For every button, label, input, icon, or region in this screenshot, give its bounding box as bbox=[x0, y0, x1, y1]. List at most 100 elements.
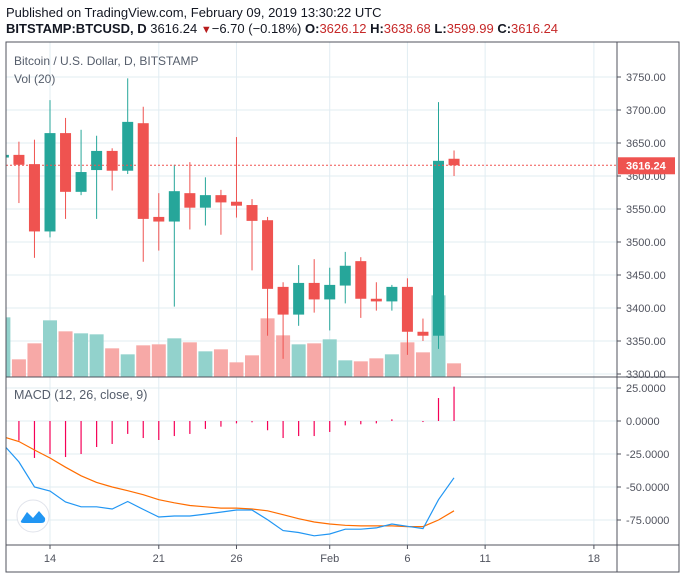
volume-bar bbox=[229, 362, 244, 377]
candle-body bbox=[28, 164, 40, 232]
logo-shape bbox=[20, 511, 46, 523]
volume-bar bbox=[167, 338, 182, 377]
candle-body bbox=[106, 150, 118, 171]
candle-body bbox=[417, 331, 429, 336]
volume-bar bbox=[6, 317, 11, 377]
time-tick-label: 26 bbox=[230, 553, 242, 565]
low-value: 3599.99 bbox=[446, 21, 494, 36]
price-tick-label: 3450.00 bbox=[626, 270, 666, 282]
candle-body bbox=[199, 195, 211, 208]
volume-bar bbox=[245, 355, 260, 377]
price-tick-label: 3400.00 bbox=[626, 303, 666, 315]
time-tick-label: Feb bbox=[320, 553, 339, 565]
candle-body bbox=[215, 195, 227, 203]
candle-body bbox=[370, 298, 382, 302]
volume-bar bbox=[353, 361, 368, 377]
candle-body bbox=[262, 220, 274, 289]
macd-tick-label: -50.0000 bbox=[626, 482, 669, 494]
candle-body bbox=[137, 123, 149, 219]
time-tick-label: 14 bbox=[44, 553, 56, 565]
price-tick-label: 3650.00 bbox=[626, 138, 666, 150]
volume-bar bbox=[369, 358, 384, 377]
tradingview-logo-icon bbox=[16, 499, 50, 533]
volume-bar bbox=[74, 333, 89, 377]
candle-body bbox=[433, 160, 444, 336]
volume-bar bbox=[120, 354, 135, 377]
candle-body bbox=[355, 261, 367, 299]
candle-body bbox=[13, 154, 25, 165]
candle-body bbox=[122, 121, 134, 171]
candle-body bbox=[386, 286, 398, 302]
symbol-legend: BITSTAMP:BTCUSD, D 3616.24 ▼−6.70 (−0.18… bbox=[6, 21, 558, 36]
volume-bar bbox=[11, 359, 26, 377]
volume-bar bbox=[260, 318, 275, 377]
candle-body bbox=[184, 193, 196, 208]
candle-body bbox=[168, 191, 180, 222]
price-tick-label: 3500.00 bbox=[626, 237, 666, 249]
volume-title: Vol (20) bbox=[14, 72, 56, 86]
candle-body bbox=[75, 172, 87, 192]
change: −6.70 (−0.18%) bbox=[211, 21, 302, 36]
volume-bar bbox=[400, 342, 415, 377]
macd-title: MACD (12, 26, close, 9) bbox=[14, 388, 148, 402]
logo-circle bbox=[16, 499, 50, 533]
symbol: BITSTAMP:BTCUSD, D bbox=[6, 21, 147, 36]
candle-body bbox=[277, 286, 289, 315]
candle-body bbox=[246, 205, 258, 221]
high-label: H: bbox=[370, 21, 384, 36]
pane-title: Bitcoin / U.S. Dollar, D, BITSTAMP bbox=[14, 54, 199, 68]
candle-body bbox=[153, 216, 165, 222]
candle-body bbox=[60, 133, 72, 192]
low-label: L: bbox=[434, 21, 447, 36]
close-label: C: bbox=[497, 21, 512, 36]
macd-tick-label: -75.0000 bbox=[626, 515, 669, 527]
price-tick-label: 3550.00 bbox=[626, 204, 666, 216]
macd-tick-label: -25.0000 bbox=[626, 449, 669, 461]
price-tick-label: 3700.00 bbox=[626, 105, 666, 117]
chart-frame bbox=[5, 41, 680, 573]
price-tick-label: 3750.00 bbox=[626, 72, 666, 84]
high-value: 3638.68 bbox=[383, 21, 431, 36]
price-pane bbox=[6, 78, 462, 377]
down-arrow-icon: ▼ bbox=[200, 24, 212, 36]
macd-tick-label: 0.0000 bbox=[626, 416, 660, 428]
volume-bar bbox=[182, 342, 197, 377]
volume-bar bbox=[198, 351, 213, 377]
last-price-badge bbox=[618, 157, 675, 175]
candle-body bbox=[401, 286, 413, 332]
candle-body bbox=[6, 154, 9, 158]
volume-bar bbox=[27, 343, 42, 377]
last-price: 3616.24 bbox=[150, 21, 198, 36]
open-value: 3626.12 bbox=[319, 21, 367, 36]
candle-body bbox=[448, 158, 460, 166]
close-value: 3616.24 bbox=[511, 21, 559, 36]
price-tick-label: 3350.00 bbox=[626, 336, 666, 348]
volume-bar bbox=[338, 360, 353, 377]
macd-pane bbox=[6, 386, 455, 537]
time-tick-label: 21 bbox=[153, 553, 165, 565]
time-tick-label: 11 bbox=[479, 553, 490, 565]
candle-body bbox=[91, 150, 103, 171]
published-line: Published on TradingView.com, February 0… bbox=[6, 5, 382, 20]
signal-line bbox=[6, 436, 455, 528]
volume-bar bbox=[384, 354, 399, 377]
volume-bar bbox=[307, 343, 322, 377]
volume-bar bbox=[415, 352, 430, 377]
candle-body bbox=[230, 201, 242, 206]
candle-body bbox=[324, 284, 336, 300]
volume-bar bbox=[291, 344, 306, 377]
volume-bar bbox=[213, 349, 228, 377]
price-tick-label: 3300.00 bbox=[626, 369, 666, 381]
volume-bar bbox=[136, 345, 151, 377]
macd-line bbox=[6, 446, 455, 537]
candle-body bbox=[339, 265, 351, 286]
volume-bar bbox=[151, 344, 166, 377]
volume-bar bbox=[447, 363, 462, 377]
last-price-badge-label: 3616.24 bbox=[626, 160, 667, 172]
volume-bar bbox=[105, 348, 120, 377]
volume-bar bbox=[58, 331, 73, 377]
candle-body bbox=[293, 282, 305, 315]
volume-bar bbox=[43, 320, 57, 377]
volume-bar bbox=[322, 339, 337, 377]
